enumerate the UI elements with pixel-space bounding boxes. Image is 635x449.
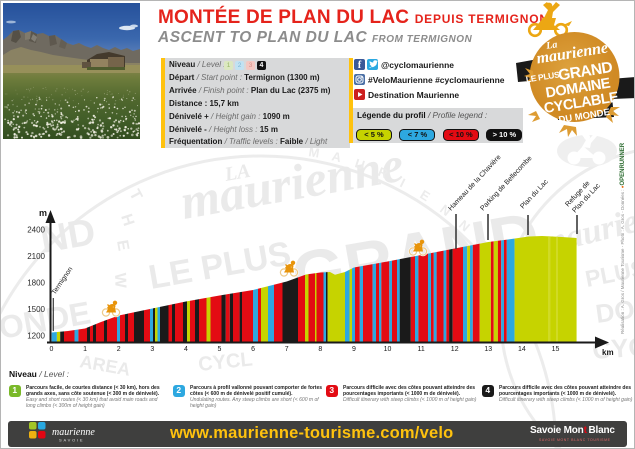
svg-text:6: 6 — [251, 346, 255, 353]
svg-text:11: 11 — [417, 346, 424, 353]
svg-text:0: 0 — [50, 346, 54, 353]
svg-text:H: H — [117, 212, 137, 228]
svg-text:Termignon: Termignon — [51, 266, 75, 296]
svg-text:15: 15 — [552, 346, 560, 353]
svg-text:10: 10 — [384, 346, 392, 353]
svg-text:km: km — [602, 348, 614, 357]
svg-text:2: 2 — [117, 346, 121, 353]
svg-text:La: La — [544, 39, 558, 52]
svg-text:f: f — [358, 60, 362, 71]
svg-text:8: 8 — [318, 346, 322, 353]
svg-text:1800: 1800 — [27, 279, 45, 288]
svg-text:E: E — [113, 239, 132, 253]
svg-text:SAVOIE: SAVOIE — [59, 438, 84, 443]
svg-text:1500: 1500 — [27, 305, 45, 314]
svg-text:2400: 2400 — [27, 226, 45, 235]
svg-text:3: 3 — [150, 346, 154, 353]
svg-text:I: I — [398, 175, 408, 190]
svg-text:Hameau de la Chavière: Hameau de la Chavière — [447, 154, 502, 213]
svg-text:5: 5 — [218, 346, 222, 353]
svg-text:m: m — [39, 208, 47, 218]
svg-text:A: A — [330, 148, 343, 165]
svg-text:CYC: CYC — [591, 331, 634, 365]
svg-text:7: 7 — [285, 346, 289, 353]
svg-text:U: U — [353, 156, 367, 173]
svg-text:12: 12 — [451, 346, 459, 353]
svg-text:9: 9 — [352, 346, 356, 353]
svg-text:14: 14 — [518, 346, 526, 353]
svg-text:W: W — [111, 273, 129, 290]
svg-text:1200: 1200 — [27, 332, 45, 341]
svg-text:4: 4 — [184, 346, 188, 353]
svg-text:13: 13 — [484, 346, 492, 353]
svg-text:LA: LA — [222, 160, 252, 186]
svg-text:2100: 2100 — [27, 252, 45, 261]
svg-text:1: 1 — [83, 346, 87, 353]
svg-text:Plan du Lac: Plan du Lac — [519, 178, 550, 210]
svg-text:maurienne: maurienne — [52, 427, 95, 438]
svg-text:M: M — [308, 144, 321, 161]
